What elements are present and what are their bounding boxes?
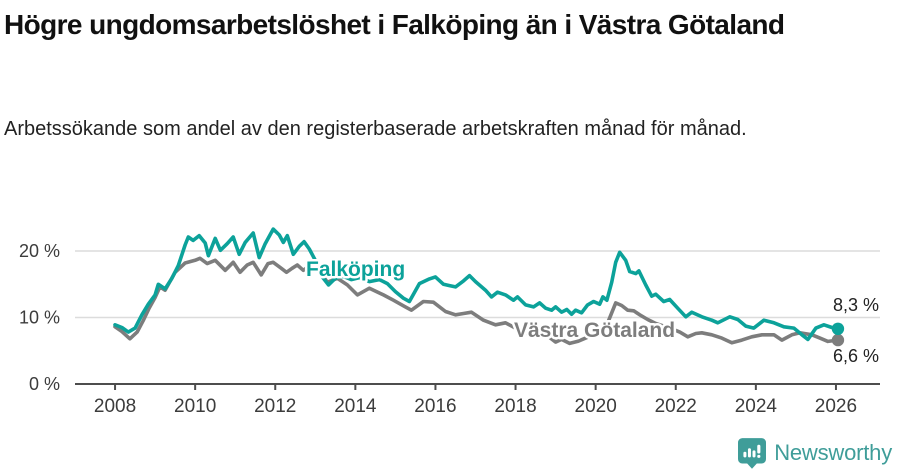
x-tick-label: 2024 — [735, 396, 778, 417]
end-value-label: 8,3 % — [833, 295, 879, 315]
series-label: Falköping — [306, 258, 405, 281]
end-value-label: 6,6 % — [833, 346, 879, 366]
x-tick-label: 2018 — [494, 396, 536, 417]
x-tick-label: 2010 — [174, 396, 216, 417]
newsworthy-logo-icon — [738, 438, 767, 469]
logo-bar-1 — [743, 451, 747, 458]
x-tick-label: 2026 — [815, 396, 857, 417]
series-end-dot — [831, 322, 845, 336]
x-tick-label: 2014 — [334, 396, 377, 417]
newsworthy-wordmark: Newsworthy — [774, 440, 892, 465]
x-tick-label: 2020 — [575, 396, 617, 417]
x-tick-label: 2022 — [655, 396, 697, 417]
series-end-dot — [831, 333, 845, 347]
series-label: Västra Götaland — [514, 319, 675, 342]
series-line-v-stra-g-taland — [113, 256, 840, 346]
x-tick-label: 2012 — [254, 396, 296, 417]
x-tick-label: 2016 — [414, 396, 456, 417]
logo-exclamation-dot — [757, 454, 761, 458]
page-title: Högre ungdomsarbetslöshet i Falköping än… — [4, 9, 785, 40]
chart-subtitle: Arbetssökande som andel av den registerb… — [4, 118, 747, 140]
line-chart: 0 % 10 % 20 % 2008 2010 2012 2014 2016 2018 2020 2… — [0, 208, 900, 443]
logo-exclamation-bar — [757, 444, 761, 454]
newsworthy-attribution: Newsworthy — [738, 437, 892, 469]
y-tick-label: 0 % — [29, 374, 60, 394]
y-tick-label: 10 % — [19, 308, 60, 328]
x-tick-label: 2008 — [94, 396, 136, 417]
y-tick-label: 20 % — [19, 241, 60, 261]
chart-svg: 0 % 10 % 20 % 2008 2010 2012 2014 2016 2018 2020 2… — [19, 227, 882, 417]
logo-bar-3 — [752, 450, 756, 458]
logo-bar-2 — [748, 448, 752, 458]
series-line-falk-ping — [113, 227, 840, 342]
